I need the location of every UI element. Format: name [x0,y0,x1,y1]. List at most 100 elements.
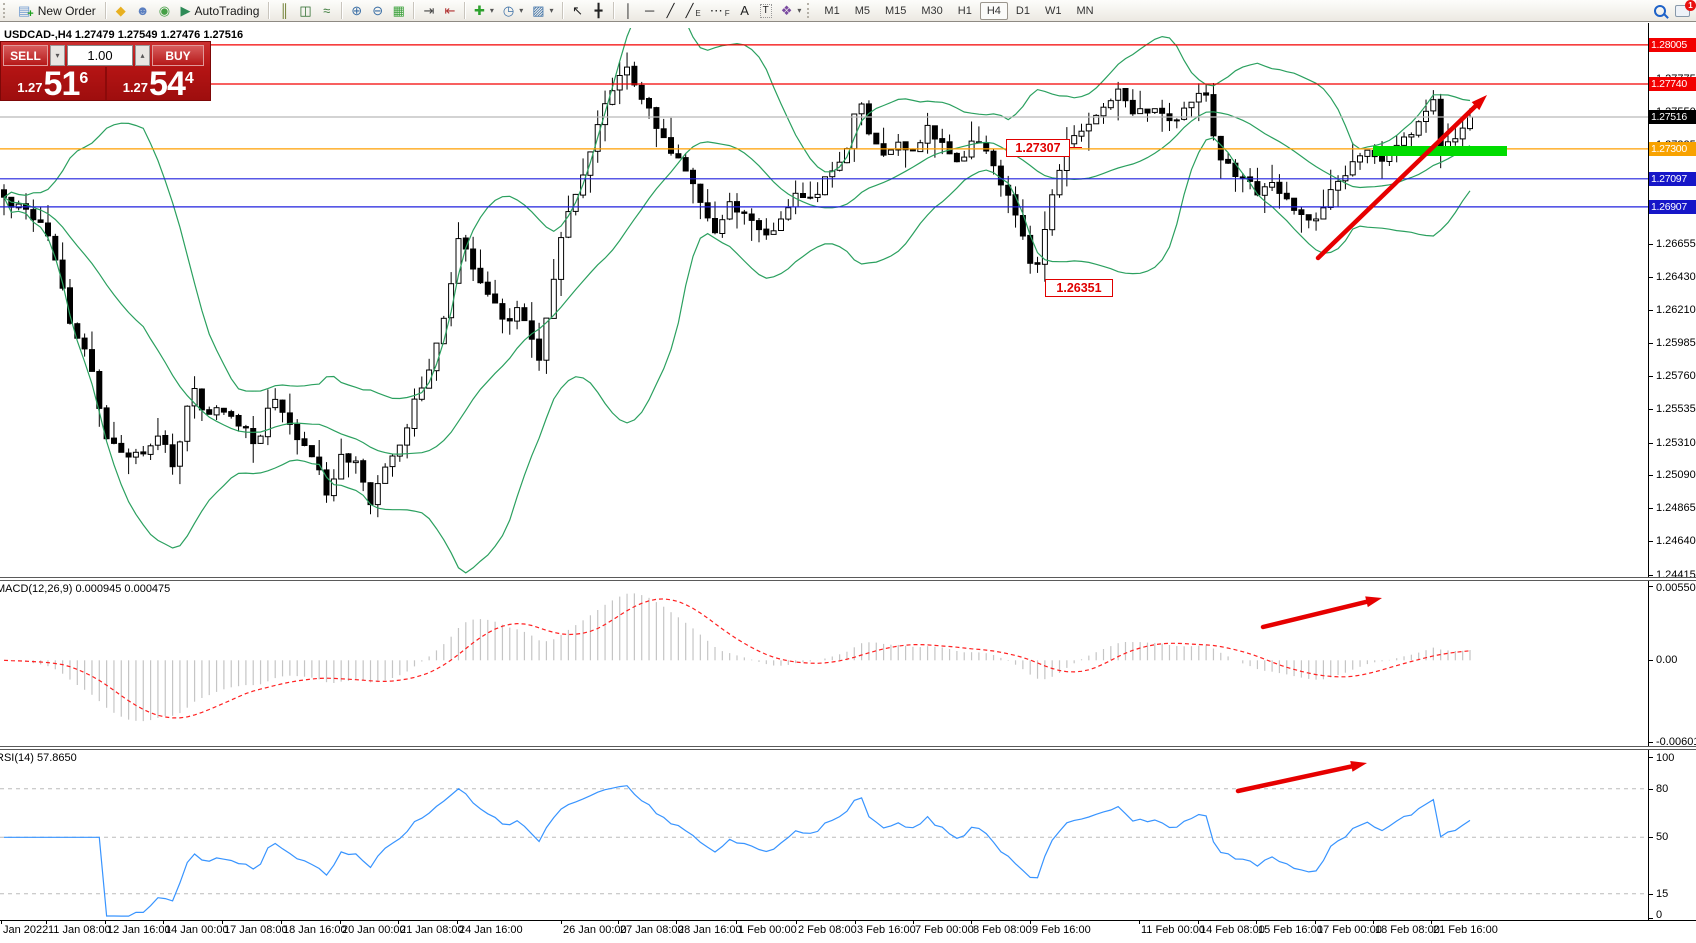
timeframe-m5[interactable]: M5 [848,2,877,20]
chart-shift-button[interactable]: ⇤ [440,1,460,21]
equidistant-channel-icon-letter: E [695,9,701,18]
time-tick-label: 21 Jan 08:00 [400,924,464,936]
macd-panel[interactable] [0,581,1648,745]
sell-price[interactable]: 1.27 51 6 [1,65,105,104]
main-price-panel[interactable] [0,28,1648,577]
auto-scroll-button[interactable]: ⇥ [419,1,439,21]
timeframe-h4[interactable]: H4 [979,1,1008,20]
time-tick-label: 18 Jan 16:00 [283,924,347,936]
indicators-button[interactable]: ✚ ▾ [470,1,498,21]
zoom-in-button[interactable]: ⊕ [347,1,367,21]
crosshair-button[interactable]: ╋ [589,1,609,21]
rsi-panel[interactable] [0,750,1648,920]
indicators-plus-icon: ✚ [473,3,485,18]
time-tick [1373,921,1374,924]
text-label-button[interactable]: T [756,1,776,21]
price-callout[interactable]: 1.27307 [1006,139,1070,157]
candlestick-chart-button[interactable]: ◫ [295,1,315,21]
timeframe-w1[interactable]: W1 [1038,2,1069,20]
zoom-in-icon: ⊕ [351,3,363,18]
auto-scroll-icon: ⇥ [423,3,435,18]
sell-price-prefix: 1.27 [17,80,43,95]
panel-splitter-macd[interactable] [0,577,1696,581]
toolbar-separator [412,2,415,19]
price-tick [1648,342,1653,344]
bar-chart-button[interactable]: ║ [274,1,294,21]
time-tick [398,921,399,924]
time-tick [796,921,797,924]
volume-increase-button[interactable]: ▴ [135,45,150,66]
trendline-button[interactable]: ╱ [661,1,681,21]
buy-button[interactable]: BUY [152,45,204,66]
timeframe-d1[interactable]: D1 [1009,2,1037,20]
vertical-line-button[interactable]: │ [619,1,639,21]
bar-chart-icon: ║ [279,3,289,18]
price-tick [1648,574,1653,576]
time-tick-label: 17 Jan 08:00 [224,924,288,936]
fibonacci-icon: ⋯ [709,3,723,18]
buy-price-prefix: 1.27 [122,80,149,95]
signals-button[interactable]: ◉ [154,1,174,21]
toolbar-separator [463,2,466,19]
timeframe-m30[interactable]: M30 [914,2,949,20]
equidistant-channel-button[interactable]: ╱ E [682,1,705,21]
notifications-button[interactable]: 1 [1671,0,1696,21]
price-tag: 1.27516 [1649,110,1696,125]
toolbar-separator [268,2,271,19]
line-chart-button[interactable]: ≈ [317,1,337,21]
time-tick [855,921,856,924]
sell-price-pips: 51 [43,65,81,104]
line-chart-icon: ≈ [323,3,331,18]
price-tick [1648,376,1653,378]
buy-price[interactable]: 1.27 54 4 [107,67,211,101]
rsi-tick-label: 100 [1656,752,1675,764]
zoom-out-button[interactable]: ⊖ [368,1,388,21]
price-tick-label: 1.26430 [1656,271,1696,284]
time-tick-label: 26 Jan 00:00 [563,924,627,936]
price-tick [1648,541,1653,543]
volume-decrease-button[interactable]: ▾ [50,45,65,66]
new-order-button[interactable]: ▤ + New Order [13,1,101,21]
rsi-tick [1648,788,1653,790]
time-tick [1139,921,1140,924]
cursor-button[interactable]: ↖ [568,1,588,21]
profile-chart-icon: ☻ [135,3,150,18]
text-button[interactable]: A [735,1,755,21]
time-tick-label: 9 Feb 16:00 [1032,924,1091,936]
timeframe-h1[interactable]: H1 [951,2,979,20]
dropdown-arrow-icon: ▾ [489,6,494,15]
time-tick [340,921,341,924]
rsi-tick [1648,893,1653,895]
time-tick-label: 24 Jan 16:00 [459,924,523,936]
price-tick-label: 1.25760 [1656,370,1696,383]
new-order-button-label: New Order [37,3,96,18]
sell-button[interactable]: SELL [3,45,48,66]
timeframe-m15[interactable]: M15 [878,2,913,20]
crosshair-icon: ╋ [594,3,603,18]
macd-tick [1648,585,1653,587]
autotrading-button-label: AutoTrading [194,3,260,18]
price-callout[interactable]: 1.26351 [1045,279,1113,297]
rsi-tick-label: 0 [1656,909,1663,921]
horizontal-line-button[interactable]: ─ [640,1,660,21]
timeframe-mn[interactable]: MN [1069,2,1100,20]
volume-input[interactable] [67,45,133,66]
fibonacci-button[interactable]: ⋯ F [706,1,734,21]
search-button[interactable] [1650,1,1670,21]
time-tick [1431,921,1432,924]
chart-area[interactable]: USDCAD-,H4 1.27479 1.27549 1.27476 1.275… [0,23,1696,943]
time-tick [222,921,223,924]
toolbar-separator [612,2,615,19]
tile-windows-button[interactable]: ▦ [389,1,409,21]
chart-style-button[interactable]: ◆ [111,1,131,21]
arrows-button[interactable]: ❖ ▾ [777,1,806,21]
time-tick-label: 8 Feb 08:00 [973,924,1032,936]
depth-of-market-button[interactable]: ☻ [132,1,154,21]
templates-button[interactable]: ▨ ▾ [528,1,557,21]
rsi-tick [1648,837,1653,839]
price-tick-label: 1.25535 [1656,403,1696,416]
panel-splitter-rsi[interactable] [0,746,1696,750]
timeframe-m1[interactable]: M1 [817,2,846,20]
autotrading-button[interactable]: ▶ AutoTrading [175,1,264,21]
periods-button[interactable]: ◷ ▾ [499,1,527,21]
